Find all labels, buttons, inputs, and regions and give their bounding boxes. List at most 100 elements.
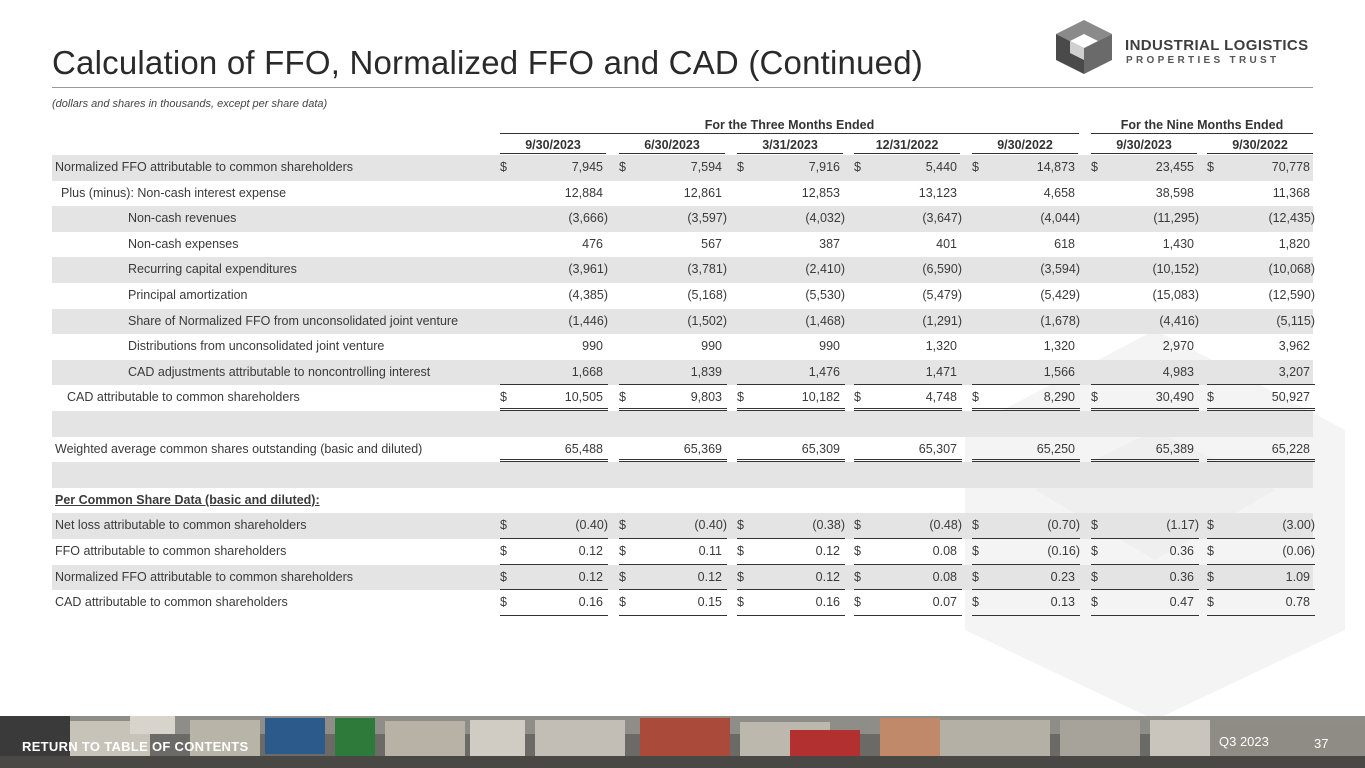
row-label: Non-cash revenues	[128, 211, 237, 226]
page-number: 37	[1314, 736, 1329, 751]
return-to-toc-link[interactable]: RETURN TO TABLE OF CONTENTS	[22, 739, 249, 754]
dollar-sign: $	[500, 569, 507, 584]
cell-value: 10,182	[801, 390, 840, 405]
company-logo: INDUSTRIAL LOGISTICS PROPERTIES TRUST	[1054, 20, 1324, 74]
column-header: 9/30/2022	[1207, 136, 1313, 154]
dollar-sign: $	[1091, 543, 1098, 558]
value-cell: 1,668	[500, 360, 608, 386]
group-header-three-months: For the Three Months Ended	[500, 116, 1079, 134]
row-label: Weighted average common shares outstandi…	[55, 441, 423, 456]
row-label: CAD adjustments attributable to noncontr…	[128, 364, 431, 379]
cell-value: 0.12	[578, 543, 603, 558]
table-row: Share of Normalized FFO from unconsolida…	[52, 308, 1315, 335]
row-label: FFO attributable to common shareholders	[55, 543, 287, 558]
ffo-cad-table: For the Three Months Ended For the Nine M…	[52, 116, 1315, 616]
value-cell: (10,068)	[1207, 257, 1315, 283]
cell-value: 70,778	[1271, 160, 1310, 174]
cell-value: (1,291)	[922, 313, 962, 328]
value-cell: $8,290	[972, 385, 1080, 411]
table-row: Distributions from unconsolidated joint …	[52, 334, 1313, 360]
value-cell: (12,435)	[1207, 206, 1315, 232]
cell-value: (0.48)	[929, 518, 962, 533]
cell-value: 0.16	[578, 595, 603, 610]
value-cell: $0.07	[854, 590, 962, 616]
value-cell: 3,207	[1207, 360, 1315, 386]
value-cell: $ (0.40)	[500, 513, 608, 539]
value-cell: (1,468)	[737, 309, 845, 335]
cell-value: 1,839	[690, 364, 722, 379]
value-cell: $0.36	[1091, 565, 1199, 591]
cell-value: 4,983	[1162, 364, 1194, 379]
value-cell: (1,446)	[500, 309, 608, 335]
cell-value: 65,250	[1036, 441, 1075, 456]
value-cell: 65,307	[854, 437, 962, 463]
value-cell: $0.12	[500, 565, 608, 591]
value-cell: $0.13	[972, 590, 1080, 616]
report-quarter: Q3 2023	[1219, 734, 1269, 749]
value-cell: $0.12	[500, 539, 608, 565]
cell-value: 0.16	[815, 595, 840, 610]
value-cell: (10,152)	[1091, 257, 1199, 283]
dollar-sign: $	[1207, 595, 1214, 610]
cell-value: 65,307	[918, 441, 957, 456]
cell-value: (1,678)	[1040, 313, 1080, 328]
cell-value: 14,873	[1036, 160, 1075, 174]
cell-value: 0.36	[1169, 569, 1194, 584]
cell-value: (0.70)	[1047, 518, 1080, 533]
cell-value: 1.09	[1285, 569, 1310, 584]
value-cell: $ (0.16)	[972, 539, 1080, 565]
dollar-sign: $	[619, 160, 626, 174]
value-cell: 65,250	[972, 437, 1080, 463]
cell-value: (5,479)	[922, 287, 962, 302]
dollar-sign: $	[1091, 390, 1098, 405]
value-cell: $0.11	[619, 539, 727, 565]
value-cell: $7,945	[500, 155, 608, 181]
value-cell: $0.12	[619, 565, 727, 591]
dollar-sign: $	[1207, 569, 1214, 584]
row-label: Share of Normalized FFO from unconsolida…	[128, 313, 459, 328]
dollar-sign: $	[619, 595, 626, 610]
column-header: 9/30/2023	[1091, 136, 1197, 154]
cell-value: (12,435)	[1268, 211, 1315, 226]
group-header-row: For the Three Months Ended For the Nine M…	[52, 116, 1313, 134]
cell-value: (3,647)	[922, 211, 962, 226]
table-row: CAD attributable to common shareholders $…	[52, 385, 1315, 411]
value-cell: $0.36	[1091, 539, 1199, 565]
group-header-nine-months: For the Nine Months Ended	[1091, 116, 1313, 134]
cell-value: (3,781)	[687, 262, 727, 277]
table-row: Principal amortization (4,385) (5,168) (5,5…	[52, 283, 1315, 309]
cell-value: (0.06)	[1282, 543, 1315, 558]
units-note: (dollars and shares in thousands, except…	[52, 98, 328, 110]
cell-value: (0.38)	[812, 518, 845, 533]
value-cell: $9,803	[619, 385, 727, 411]
table-row: Net loss attributable to common sharehol…	[52, 513, 1315, 539]
value-cell: $4,748	[854, 385, 962, 411]
cell-value: 1,668	[571, 364, 603, 379]
cell-value: 12,853	[801, 185, 840, 200]
value-cell: (1,678)	[972, 309, 1080, 335]
cell-value: 0.78	[1285, 595, 1310, 610]
value-cell: (5,530)	[737, 283, 845, 309]
value-cell: $1.09	[1207, 565, 1315, 591]
cell-value: 65,488	[564, 441, 603, 456]
table-row: Plus (minus): Non-cash interest expense 1…	[52, 181, 1313, 207]
cell-value: 23,455	[1155, 160, 1194, 174]
table-row: FFO attributable to common shareholders $…	[52, 539, 1315, 565]
value-cell: 476	[500, 232, 608, 258]
value-cell: (4,416)	[1091, 309, 1199, 335]
value-cell: $0.16	[500, 590, 608, 616]
value-cell: 65,488	[500, 437, 608, 463]
cell-value: (15,083)	[1152, 287, 1199, 302]
cell-value: (0.40)	[575, 518, 608, 533]
cell-value: 990	[582, 339, 603, 354]
cell-value: (11,295)	[1153, 211, 1199, 226]
value-cell: (4,044)	[972, 206, 1080, 232]
dollar-sign: $	[972, 160, 979, 174]
value-cell: $23,455	[1091, 155, 1199, 181]
value-cell: (3,781)	[619, 257, 727, 283]
dollar-sign: $	[854, 595, 861, 610]
cell-value: 7,594	[690, 160, 722, 174]
value-cell: $7,916	[737, 155, 845, 181]
value-cell: (3,594)	[972, 257, 1080, 283]
value-cell: $ (0.70)	[972, 513, 1080, 539]
